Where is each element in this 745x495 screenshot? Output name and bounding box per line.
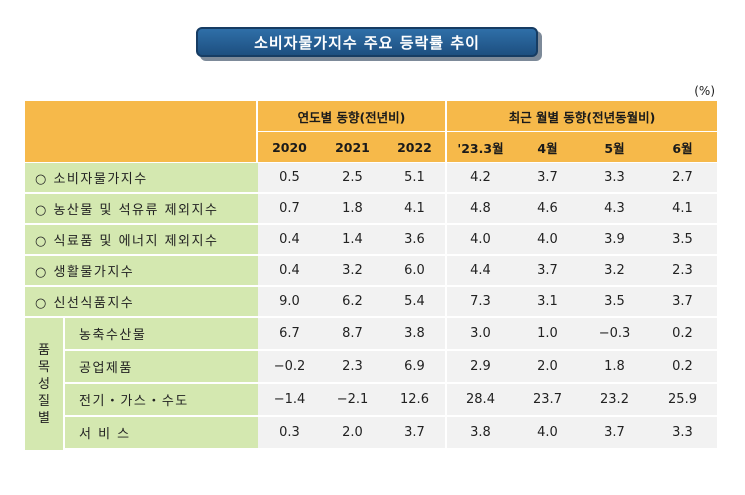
cpi-table: 연도별 동향(전년비) 최근 월별 동향(전년동월비) 2020 2021 20…	[25, 101, 718, 450]
header-month: 4월	[514, 132, 581, 163]
row-label: 서 비 스	[65, 417, 258, 450]
page-title: 소비자물가지수 주요 등락률 추이	[196, 27, 538, 57]
cell-value: 4.1	[384, 194, 447, 225]
cell-value: 0.2	[648, 351, 718, 384]
header-year: 2020	[258, 132, 321, 163]
row-label: ○ 식료품 및 에너지 제외지수	[25, 225, 258, 256]
cell-value: 0.3	[258, 417, 321, 450]
cell-value: 12.6	[384, 384, 447, 417]
cell-value: 3.2	[321, 256, 384, 287]
cell-value: 2.9	[447, 351, 514, 384]
cell-value: 6.2	[321, 287, 384, 318]
group-label: 품 목 성 질 별	[25, 318, 65, 450]
cell-value: 6.0	[384, 256, 447, 287]
table-row: ○ 소비자물가지수 0.5 2.5 5.1 4.2 3.7 3.3 2.7	[25, 163, 718, 194]
row-label: 전기・가스・수도	[65, 384, 258, 417]
cell-value: 3.7	[514, 256, 581, 287]
cell-value: 9.0	[258, 287, 321, 318]
table-row: ○ 식료품 및 에너지 제외지수 0.4 1.4 3.6 4.0 4.0 3.9…	[25, 225, 718, 256]
cell-value: 3.6	[384, 225, 447, 256]
cell-value: −2.1	[321, 384, 384, 417]
cell-value: 4.0	[447, 225, 514, 256]
cell-value: 23.7	[514, 384, 581, 417]
cell-value: 3.3	[648, 417, 718, 450]
cell-value: 3.0	[447, 318, 514, 351]
cell-value: 4.8	[447, 194, 514, 225]
cell-value: 1.0	[514, 318, 581, 351]
header-year: 2021	[321, 132, 384, 163]
row-label: ○ 농산물 및 석유류 제외지수	[25, 194, 258, 225]
cell-value: 5.4	[384, 287, 447, 318]
cell-value: 4.6	[514, 194, 581, 225]
cell-value: 2.0	[321, 417, 384, 450]
cell-value: 25.9	[648, 384, 718, 417]
header-group-monthly: 최근 월별 동향(전년동월비)	[447, 101, 718, 132]
cell-value: 2.7	[648, 163, 718, 194]
table-row: 전기・가스・수도 −1.4 −2.1 12.6 28.4 23.7 23.2 2…	[25, 384, 718, 417]
cell-value: 5.1	[384, 163, 447, 194]
header-year: 2022	[384, 132, 447, 163]
cell-value: 3.5	[581, 287, 648, 318]
header-month: 6월	[648, 132, 718, 163]
cell-value: 4.0	[514, 417, 581, 450]
title-banner: 소비자물가지수 주요 등락률 추이	[196, 27, 542, 61]
cell-value: 3.7	[648, 287, 718, 318]
cell-value: 8.7	[321, 318, 384, 351]
cell-value: 23.2	[581, 384, 648, 417]
cell-value: 2.0	[514, 351, 581, 384]
cell-value: 3.5	[648, 225, 718, 256]
table-row: 서 비 스 0.3 2.0 3.7 3.8 4.0 3.7 3.3	[25, 417, 718, 450]
cell-value: 3.7	[514, 163, 581, 194]
cell-value: 7.3	[447, 287, 514, 318]
table-row: 공업제품 −0.2 2.3 6.9 2.9 2.0 1.8 0.2	[25, 351, 718, 384]
table-row: 품 목 성 질 별 농축수산물 6.7 8.7 3.8 3.0 1.0 −0.3…	[25, 318, 718, 450]
table-row: ○ 신선식품지수 9.0 6.2 5.4 7.3 3.1 3.5 3.7	[25, 287, 718, 318]
cell-value: 3.1	[514, 287, 581, 318]
cell-value: 4.0	[514, 225, 581, 256]
row-label: ○ 소비자물가지수	[25, 163, 258, 194]
cell-value: −1.4	[258, 384, 321, 417]
cell-value: 3.3	[581, 163, 648, 194]
cell-value: 1.8	[581, 351, 648, 384]
row-label: 공업제품	[65, 351, 258, 384]
cell-value: 3.9	[581, 225, 648, 256]
cell-value: 2.5	[321, 163, 384, 194]
cell-value: 2.3	[321, 351, 384, 384]
table-row: ○ 생활물가지수 0.4 3.2 6.0 4.4 3.7 3.2 2.3	[25, 256, 718, 287]
cell-value: 1.4	[321, 225, 384, 256]
cell-value: 2.3	[648, 256, 718, 287]
cell-value: 0.2	[648, 318, 718, 351]
table-row: ○ 농산물 및 석유류 제외지수 0.7 1.8 4.1 4.8 4.6 4.3…	[25, 194, 718, 225]
row-label: ○ 생활물가지수	[25, 256, 258, 287]
row-label: 농축수산물	[65, 318, 258, 351]
cell-value: 28.4	[447, 384, 514, 417]
cell-value: 3.8	[384, 318, 447, 351]
cell-value: 0.5	[258, 163, 321, 194]
cell-value: 3.7	[384, 417, 447, 450]
cell-value: 1.8	[321, 194, 384, 225]
cell-value: 6.9	[384, 351, 447, 384]
group-label-text: 품 목 성 질 별	[38, 342, 50, 426]
header-month: 5월	[581, 132, 648, 163]
cell-value: −0.2	[258, 351, 321, 384]
cell-value: 3.2	[581, 256, 648, 287]
cell-value: 4.1	[648, 194, 718, 225]
header-month: '23.3월	[447, 132, 514, 163]
cell-value: 0.4	[258, 225, 321, 256]
cell-value: 3.8	[447, 417, 514, 450]
cell-value: 4.3	[581, 194, 648, 225]
cell-value: 3.7	[581, 417, 648, 450]
cell-value: −0.3	[581, 318, 648, 351]
cell-value: 4.2	[447, 163, 514, 194]
cell-value: 0.4	[258, 256, 321, 287]
cell-value: 4.4	[447, 256, 514, 287]
header-group-annual: 연도별 동향(전년비)	[258, 101, 447, 132]
cell-value: 6.7	[258, 318, 321, 351]
unit-label: (%)	[694, 84, 715, 98]
header-corner	[25, 101, 258, 163]
row-label: ○ 신선식품지수	[25, 287, 258, 318]
cell-value: 0.7	[258, 194, 321, 225]
